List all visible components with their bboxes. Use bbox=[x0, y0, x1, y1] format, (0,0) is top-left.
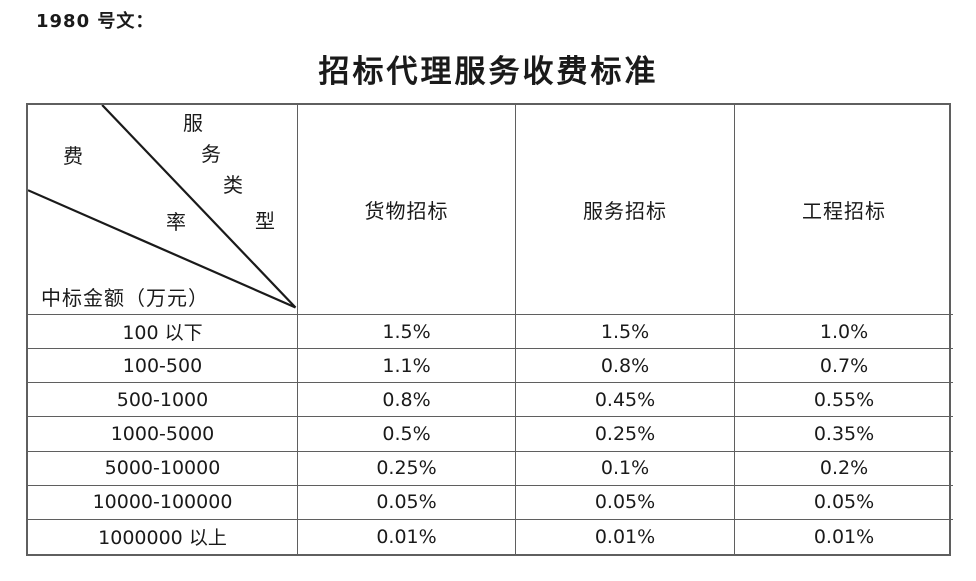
column-header-goods: 货物招标 bbox=[298, 105, 516, 315]
fee-cell: 0.01% bbox=[298, 519, 516, 554]
fee-cell: 0.2% bbox=[735, 452, 953, 486]
fee-cell: 0.7% bbox=[735, 349, 953, 384]
diagonal-split-lines bbox=[28, 105, 297, 309]
fee-cell: 0.45% bbox=[516, 383, 735, 418]
corner-header-cell: 费 率 服 务 类 型 中标金额（万元） bbox=[28, 105, 298, 315]
corner-label-fee-char-2: 率 bbox=[166, 212, 186, 234]
fee-cell: 1.0% bbox=[735, 315, 953, 350]
row-label: 5000-10000 bbox=[28, 451, 298, 486]
corner-label-type-char-3: 类 bbox=[223, 175, 243, 197]
row-label: 100-500 bbox=[28, 349, 298, 384]
fee-cell: 0.25% bbox=[516, 417, 735, 452]
corner-label-type-char-1: 服 bbox=[183, 113, 203, 135]
fee-cell: 0.01% bbox=[516, 519, 735, 554]
corner-label-fee-char-1: 费 bbox=[63, 146, 83, 168]
row-label: 1000000 以上 bbox=[28, 519, 298, 554]
row-label: 10000-100000 bbox=[28, 485, 298, 520]
fee-cell: 0.01% bbox=[813, 525, 875, 548]
fee-cell: 0.5% bbox=[298, 417, 516, 452]
fee-cell: 1.5% bbox=[298, 315, 516, 350]
corner-label-type-char-4: 型 bbox=[255, 211, 275, 233]
fee-cell: 1.5% bbox=[516, 315, 735, 350]
page-title: 招标代理服务收费标准 bbox=[318, 54, 659, 89]
fee-cell: 0.8% bbox=[298, 383, 516, 418]
column-header-engineering: 工程招标 bbox=[735, 105, 953, 315]
fee-cell: 0.25% bbox=[298, 451, 516, 486]
row-label: 100 以下 bbox=[28, 315, 298, 350]
fee-cell: 0.55% bbox=[735, 383, 953, 418]
row-label: 1000-5000 bbox=[28, 417, 298, 452]
row-label: 500-1000 bbox=[28, 383, 298, 418]
fee-cell: 0.05% bbox=[735, 486, 953, 520]
document-reference: 1980 号文： bbox=[36, 11, 155, 32]
fee-rate-table: 费 率 服 务 类 型 中标金额（万元） 货物招标 服务招标 工程招标 100 … bbox=[26, 103, 953, 556]
column-header-service: 服务招标 bbox=[516, 105, 735, 315]
fee-cell: 0.1% bbox=[516, 451, 735, 486]
fee-cell: 0.05% bbox=[298, 485, 516, 520]
corner-label-amount: 中标金额（万元） bbox=[41, 288, 209, 310]
fee-cell: 1.1% bbox=[298, 349, 516, 384]
fee-cell: 0.05% bbox=[516, 485, 735, 520]
corner-label-type-char-2: 务 bbox=[201, 144, 221, 166]
fee-cell: 0.35% bbox=[735, 417, 953, 452]
fee-cell: 0.8% bbox=[516, 349, 735, 384]
